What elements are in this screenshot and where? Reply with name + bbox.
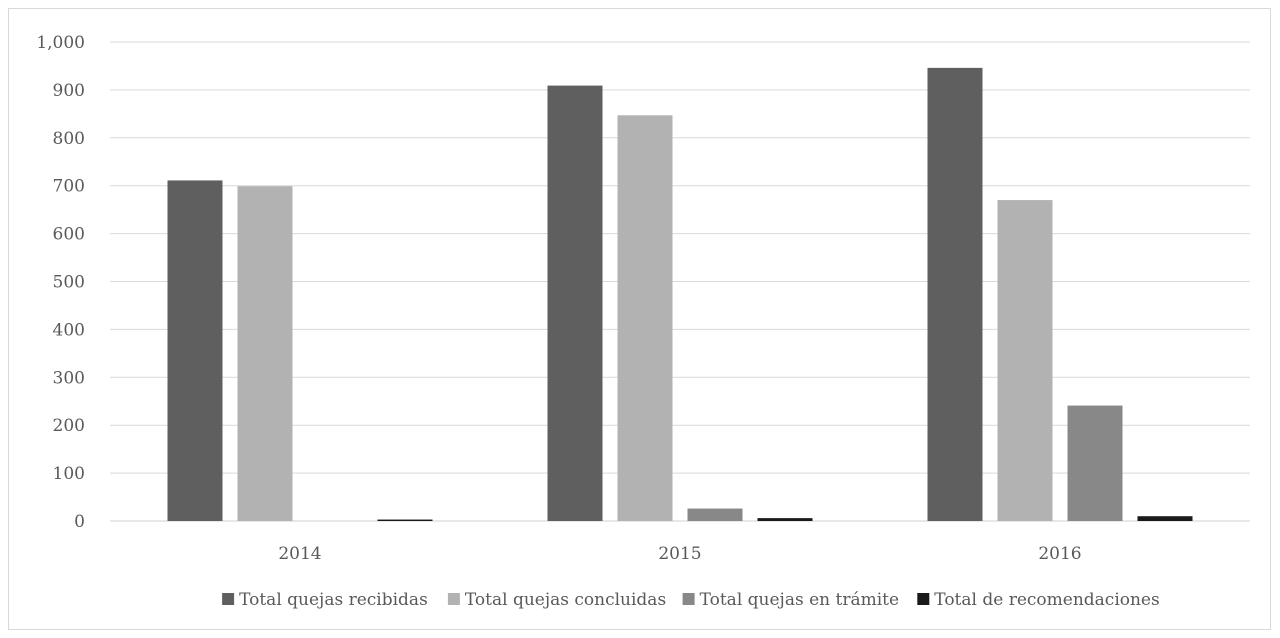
y-tick-label: 900 bbox=[53, 81, 85, 101]
x-tick-label: 2015 bbox=[658, 544, 701, 564]
y-tick-label: 800 bbox=[53, 129, 85, 149]
x-tick-label: 2016 bbox=[1038, 544, 1081, 564]
x-tick-label: 2014 bbox=[278, 544, 321, 564]
y-tick-label: 300 bbox=[53, 368, 85, 388]
bar bbox=[237, 186, 293, 521]
bar bbox=[757, 518, 813, 521]
y-tick-label: 0 bbox=[74, 512, 85, 532]
bar bbox=[1137, 516, 1193, 521]
legend-swatch bbox=[917, 593, 930, 605]
y-tick-label: 200 bbox=[53, 416, 85, 436]
legend-label: Total de recomendaciones bbox=[934, 590, 1159, 610]
legend-swatch bbox=[682, 593, 695, 605]
bar bbox=[1067, 405, 1123, 521]
legend-swatch bbox=[447, 593, 460, 605]
bar bbox=[547, 85, 603, 522]
legend-swatch bbox=[222, 593, 235, 605]
y-tick-label: 1,000 bbox=[36, 33, 85, 53]
bar bbox=[997, 200, 1053, 521]
bar bbox=[167, 180, 223, 521]
bar bbox=[927, 67, 983, 521]
legend-label: Total quejas recibidas bbox=[239, 590, 428, 610]
bar bbox=[687, 508, 743, 521]
y-tick-label: 700 bbox=[53, 177, 85, 197]
y-tick-label: 600 bbox=[53, 225, 85, 245]
y-tick-label: 400 bbox=[53, 320, 85, 340]
legend-label: Total quejas en trámite bbox=[700, 590, 899, 610]
y-tick-label: 100 bbox=[53, 464, 85, 484]
bar bbox=[377, 519, 433, 521]
bar bbox=[617, 115, 673, 522]
y-tick-label: 500 bbox=[53, 273, 85, 293]
legend-label: Total quejas concluidas bbox=[465, 590, 666, 610]
